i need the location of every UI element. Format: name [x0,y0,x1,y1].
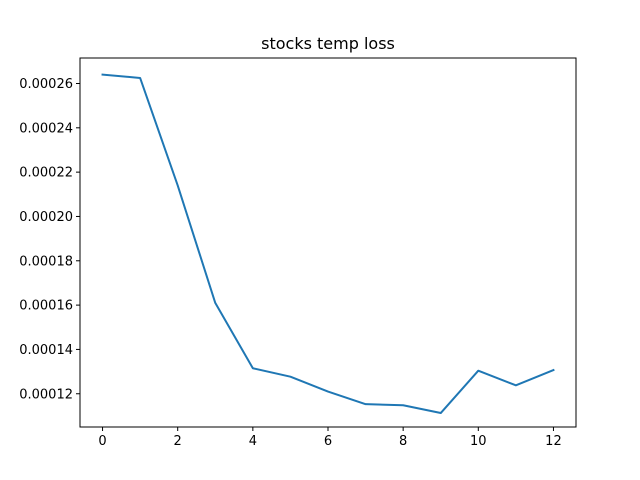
series-layer [101,73,555,415]
y-tick-label: 0.00026 [19,77,73,92]
y-tick-label: 0.00022 [19,166,73,181]
y-tick-label: 0.00020 [19,210,73,225]
y-tick-label: 0.00014 [19,343,73,358]
x-tick-label: 10 [470,434,487,449]
chart-title: stocks temp loss [261,34,395,53]
x-tick-label: 12 [545,434,562,449]
y-tick-label: 0.00024 [19,121,73,136]
y-tick-label: 0.00012 [19,387,73,402]
x-tick-label: 6 [324,434,332,449]
plot-frame [79,57,577,428]
x-tick-label: 0 [98,434,106,449]
x-axis-ticks: 0 2 4 6 8 10 12 [98,427,562,449]
x-tick-label: 8 [399,434,407,449]
x-tick-label: 4 [249,434,257,449]
y-tick-label: 0.00016 [19,299,73,314]
y-tick-label: 0.00018 [19,254,73,269]
y-axis-ticks: 0.00012 0.00014 0.00016 0.00018 0.00020 0.000… [19,77,80,402]
x-tick-label: 2 [174,434,182,449]
